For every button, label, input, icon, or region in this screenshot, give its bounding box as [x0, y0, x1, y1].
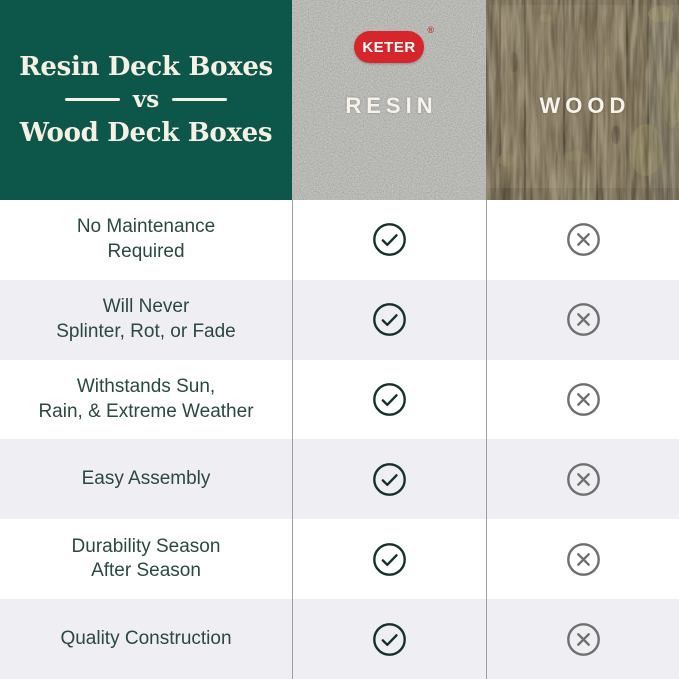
cross-icon [566, 383, 600, 416]
title-panel: Resin Deck Boxes vs Wood Deck Boxes [0, 0, 292, 200]
resin-column-header: KETER ® RESIN [292, 0, 486, 200]
cross-icon [566, 622, 600, 656]
check-icon [373, 542, 406, 576]
wood-column-label: WOOD [539, 93, 631, 118]
cross-icon [566, 462, 600, 496]
wood-cell [486, 279, 679, 360]
table-row: Durability Season After Season [0, 519, 679, 600]
resin-cell [292, 439, 486, 520]
feature-cell: Quality Construction [60, 627, 232, 649]
vs-divider: vs [64, 86, 228, 113]
feature-cell: Durability Season After Season [71, 535, 221, 582]
resin-cell [292, 599, 486, 679]
resin-cell [292, 359, 486, 440]
check-icon [373, 223, 406, 257]
title-line-2: Wood Deck Boxes [19, 118, 273, 148]
feature-cell: Withstands Sun, Rain, & Extreme Weather [38, 376, 254, 422]
feature-cell: Easy Assembly [81, 468, 211, 490]
title-line-1: Resin Deck Boxes [19, 52, 273, 82]
table-row: Will Never Splinter, Rot, or Fade [0, 279, 679, 360]
resin-cell [292, 519, 486, 600]
table-row: No Maintenance Required [0, 200, 679, 280]
feature-table: No Maintenance Required Will Never Splin… [0, 200, 679, 679]
wood-cell [486, 200, 679, 280]
cross-icon [566, 223, 600, 257]
table-row: Quality Construction [0, 599, 679, 679]
keter-logo: KETER ® [354, 25, 434, 63]
wood-column-header: WOOD [486, 0, 679, 200]
wood-cell [486, 359, 679, 440]
table-row: Withstands Sun, Rain, & Extreme Weather [0, 359, 679, 440]
feature-cell: Will Never Splinter, Rot, or Fade [56, 296, 236, 342]
check-icon [373, 622, 406, 656]
check-icon [373, 462, 406, 496]
cross-icon [566, 303, 600, 337]
check-icon [373, 303, 406, 337]
resin-cell [292, 279, 486, 360]
check-icon [373, 383, 406, 416]
resin-column-label: RESIN [345, 93, 438, 118]
vs-dash-left-icon [64, 98, 120, 101]
wood-cell [486, 439, 679, 520]
vs-dash-right-icon [172, 98, 228, 101]
vs-label: vs [132, 86, 160, 113]
keter-logo-text: KETER [362, 38, 416, 56]
header: Resin Deck Boxes vs Wood Deck Boxes [0, 0, 679, 200]
wood-texture [486, 0, 679, 200]
wood-cell [486, 519, 679, 600]
feature-cell: No Maintenance Required [76, 216, 216, 262]
cross-icon [566, 542, 600, 576]
registered-mark: ® [427, 25, 434, 35]
wood-cell [486, 599, 679, 679]
resin-cell [292, 200, 486, 280]
table-row: Easy Assembly [0, 439, 679, 520]
